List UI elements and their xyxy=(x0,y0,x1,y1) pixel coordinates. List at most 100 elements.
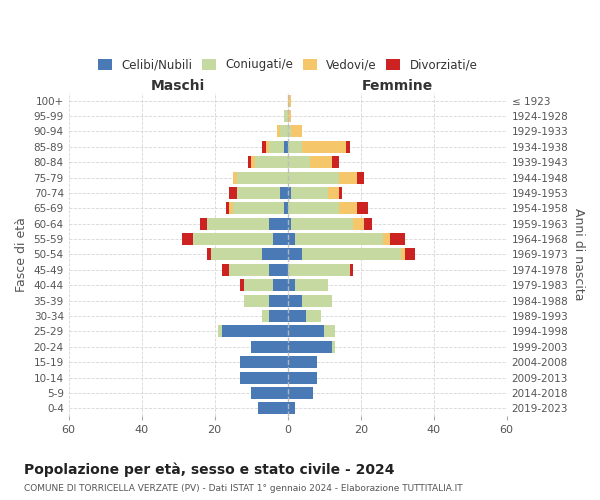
Bar xyxy=(262,141,266,153)
Bar xyxy=(287,310,306,322)
Bar xyxy=(244,294,269,306)
Bar xyxy=(324,326,335,338)
Bar xyxy=(269,218,287,230)
Text: Popolazione per età, sesso e stato civile - 2024: Popolazione per età, sesso e stato civil… xyxy=(24,462,395,477)
Bar xyxy=(404,248,415,260)
Bar xyxy=(236,187,280,199)
Bar xyxy=(240,372,287,384)
Bar xyxy=(287,218,292,230)
Bar xyxy=(357,172,364,183)
Y-axis label: Fasce di età: Fasce di età xyxy=(15,217,28,292)
Bar xyxy=(240,279,244,291)
Bar xyxy=(229,202,233,214)
Bar xyxy=(244,279,273,291)
Bar xyxy=(287,356,317,368)
Bar xyxy=(310,156,331,168)
Bar xyxy=(229,264,269,276)
Bar xyxy=(287,341,331,353)
Bar xyxy=(287,264,350,276)
Bar xyxy=(251,341,287,353)
Bar xyxy=(346,141,350,153)
Text: Maschi: Maschi xyxy=(151,79,205,93)
Bar xyxy=(331,156,339,168)
Bar xyxy=(287,141,302,153)
Bar xyxy=(287,248,302,260)
Bar xyxy=(284,141,287,153)
Bar xyxy=(295,233,383,245)
Bar xyxy=(287,126,292,138)
Bar xyxy=(266,141,269,153)
Bar xyxy=(211,248,262,260)
Bar xyxy=(287,279,295,291)
Bar xyxy=(222,326,287,338)
Bar xyxy=(350,264,353,276)
Bar xyxy=(292,126,302,138)
Bar xyxy=(218,326,222,338)
Bar xyxy=(273,279,287,291)
Bar xyxy=(248,156,251,168)
Bar xyxy=(280,187,287,199)
Bar xyxy=(287,294,302,306)
Bar xyxy=(302,141,346,153)
Bar xyxy=(233,172,236,183)
Bar xyxy=(259,402,287,414)
Bar xyxy=(284,202,287,214)
Bar xyxy=(287,172,339,183)
Bar xyxy=(287,372,317,384)
Bar xyxy=(287,402,295,414)
Bar xyxy=(302,294,331,306)
Bar xyxy=(222,264,229,276)
Bar xyxy=(182,233,193,245)
Bar xyxy=(295,279,328,291)
Bar xyxy=(269,264,287,276)
Bar xyxy=(255,156,287,168)
Bar xyxy=(353,218,364,230)
Legend: Celibi/Nubili, Coniugati/e, Vedovi/e, Divorziati/e: Celibi/Nubili, Coniugati/e, Vedovi/e, Di… xyxy=(93,54,482,76)
Bar xyxy=(193,233,273,245)
Bar xyxy=(364,218,371,230)
Bar xyxy=(287,202,339,214)
Bar xyxy=(287,387,313,399)
Text: COMUNE DI TORRICELLA VERZATE (PV) - Dati ISTAT 1° gennaio 2024 - Elaborazione TU: COMUNE DI TORRICELLA VERZATE (PV) - Dati… xyxy=(24,484,463,493)
Bar xyxy=(269,294,287,306)
Bar xyxy=(236,172,287,183)
Bar xyxy=(339,202,357,214)
Bar xyxy=(284,110,287,122)
Y-axis label: Anni di nascita: Anni di nascita xyxy=(572,208,585,300)
Bar xyxy=(383,233,390,245)
Bar xyxy=(229,187,236,199)
Bar xyxy=(269,310,287,322)
Bar xyxy=(200,218,208,230)
Bar xyxy=(287,94,292,106)
Bar xyxy=(339,172,357,183)
Bar xyxy=(390,233,404,245)
Bar xyxy=(273,233,287,245)
Bar xyxy=(328,187,339,199)
Bar xyxy=(357,202,368,214)
Bar xyxy=(401,248,404,260)
Bar xyxy=(233,202,284,214)
Bar xyxy=(240,356,287,368)
Bar xyxy=(262,248,287,260)
Bar xyxy=(302,248,401,260)
Bar xyxy=(331,341,335,353)
Bar xyxy=(292,187,328,199)
Bar xyxy=(287,233,295,245)
Bar xyxy=(208,218,269,230)
Bar xyxy=(287,110,292,122)
Text: Femmine: Femmine xyxy=(362,79,433,93)
Bar xyxy=(226,202,229,214)
Bar xyxy=(339,187,343,199)
Bar xyxy=(280,126,287,138)
Bar xyxy=(277,126,280,138)
Bar xyxy=(269,141,284,153)
Bar xyxy=(292,218,353,230)
Bar xyxy=(251,387,287,399)
Bar xyxy=(287,156,310,168)
Bar xyxy=(208,248,211,260)
Bar xyxy=(287,187,292,199)
Bar xyxy=(262,310,269,322)
Bar xyxy=(251,156,255,168)
Bar xyxy=(306,310,320,322)
Bar xyxy=(287,326,324,338)
